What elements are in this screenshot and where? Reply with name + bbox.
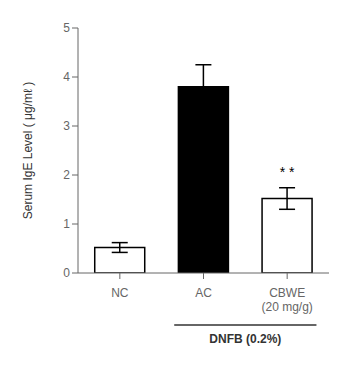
svg-text:5: 5 bbox=[63, 21, 70, 35]
svg-text:0: 0 bbox=[63, 266, 70, 280]
svg-text:Serum IgE Level ( μg/mℓ ): Serum IgE Level ( μg/mℓ ) bbox=[21, 82, 35, 220]
svg-text:3: 3 bbox=[63, 119, 70, 133]
svg-text:NC: NC bbox=[111, 286, 129, 300]
svg-text:AC: AC bbox=[195, 286, 212, 300]
svg-text:* *: * * bbox=[280, 164, 295, 180]
svg-text:DNFB (0.2%): DNFB (0.2%) bbox=[209, 332, 281, 346]
svg-text:1: 1 bbox=[63, 217, 70, 231]
svg-text:2: 2 bbox=[63, 168, 70, 182]
svg-text:4: 4 bbox=[63, 70, 70, 84]
svg-text:CBWE(20 mg/g): CBWE(20 mg/g) bbox=[261, 286, 312, 314]
